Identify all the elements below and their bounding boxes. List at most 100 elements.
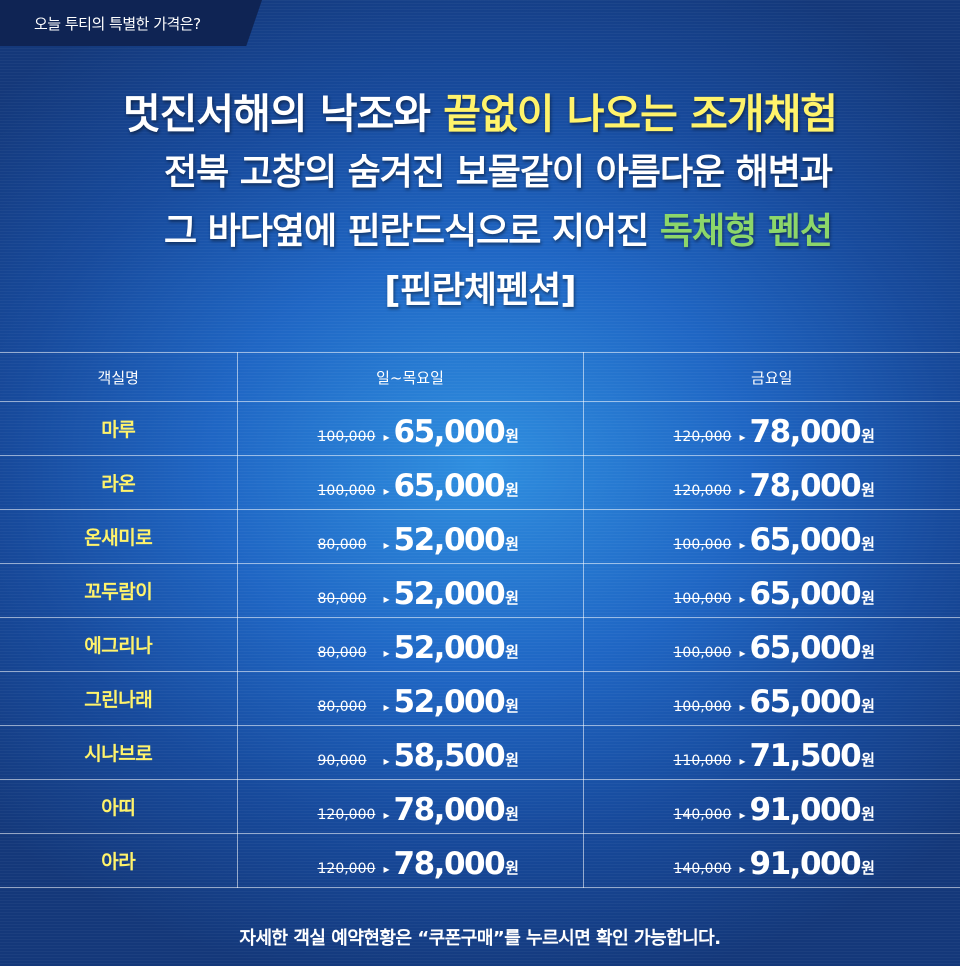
- pension-name: [핀란체펜션]: [384, 270, 577, 311]
- arrow-right-icon: ▸: [739, 538, 746, 552]
- weekday-price-cell: 100,000 ▸ 65,000 원: [237, 401, 584, 456]
- weekday-original-price: 100,000: [317, 483, 376, 499]
- friday-sale-price: 65,000: [749, 684, 862, 720]
- currency-unit: 원: [861, 643, 875, 661]
- arrow-right-icon: ▸: [739, 646, 746, 660]
- currency-unit: 원: [861, 427, 875, 445]
- arrow-right-icon: ▸: [383, 484, 390, 498]
- header-weekday: 일~목요일: [237, 352, 584, 402]
- room-cell: 그린나래: [0, 671, 238, 726]
- friday-price-cell: 140,000 ▸ 91,000 원: [583, 833, 960, 888]
- friday-original-price: 100,000: [673, 591, 732, 607]
- weekday-price-cell: 120,000 ▸ 78,000 원: [237, 833, 584, 888]
- weekday-sale-price: 52,000: [393, 630, 506, 666]
- arrow-right-icon: ▸: [739, 592, 746, 606]
- arrow-right-icon: ▸: [739, 862, 746, 876]
- friday-price-group: 140,000 ▸ 91,000 원: [584, 834, 960, 887]
- arrow-right-icon: ▸: [383, 700, 390, 714]
- friday-price-cell: 120,000 ▸ 78,000 원: [583, 401, 960, 456]
- weekday-sale-price: 65,000: [393, 468, 506, 504]
- weekday-sale-price: 52,000: [393, 684, 506, 720]
- table-row: 라온 100,000 ▸ 65,000 원 120,000 ▸ 78,000 원: [0, 455, 960, 510]
- weekday-price-group: 80,000 ▸ 52,000 원: [238, 618, 583, 671]
- price-table-body: 마루 100,000 ▸ 65,000 원 120,000 ▸ 78,000 원 라온 100,00…: [0, 401, 960, 888]
- friday-original-price: 110,000: [673, 753, 732, 769]
- friday-original-price: 140,000: [673, 807, 732, 823]
- weekday-original-price: 90,000: [317, 753, 367, 769]
- weekday-price-group: 120,000 ▸ 78,000 원: [238, 834, 583, 887]
- headline-line-3-white: 그 바다옆에 핀란드식으로 지어진: [164, 211, 660, 252]
- arrow-right-icon: ▸: [739, 754, 746, 768]
- weekday-price-group: 100,000 ▸ 65,000 원: [238, 402, 583, 455]
- arrow-right-icon: ▸: [383, 808, 390, 822]
- arrow-right-icon: ▸: [739, 484, 746, 498]
- friday-price-cell: 100,000 ▸ 65,000 원: [583, 671, 960, 726]
- arrow-right-icon: ▸: [739, 700, 746, 714]
- friday-price-group: 100,000 ▸ 65,000 원: [584, 672, 960, 725]
- room-name: 그린나래: [84, 689, 153, 711]
- top-tab-label: 오늘 투티의 특별한 가격은?: [34, 15, 201, 33]
- arrow-right-icon: ▸: [383, 646, 390, 660]
- weekday-sale-price: 58,500: [393, 738, 506, 774]
- weekday-price-group: 100,000 ▸ 65,000 원: [238, 456, 583, 509]
- price-table: 객실명 일~목요일 금요일 마루 100,000 ▸ 65,000 원 120,000 ▸ 7…: [0, 352, 960, 888]
- friday-price-group: 120,000 ▸ 78,000 원: [584, 456, 960, 509]
- friday-price-cell: 100,000 ▸ 65,000 원: [583, 509, 960, 564]
- arrow-right-icon: ▸: [739, 430, 746, 444]
- weekday-original-price: 80,000: [317, 537, 367, 553]
- currency-unit: 원: [505, 805, 519, 823]
- header-room-name: 객실명: [0, 352, 238, 402]
- weekday-original-price: 120,000: [317, 861, 376, 877]
- friday-price-group: 100,000 ▸ 65,000 원: [584, 618, 960, 671]
- arrow-right-icon: ▸: [739, 808, 746, 822]
- room-cell: 꼬두람이: [0, 563, 238, 618]
- arrow-right-icon: ▸: [383, 862, 390, 876]
- currency-unit: 원: [861, 481, 875, 499]
- friday-original-price: 120,000: [673, 483, 732, 499]
- room-name: 시나브로: [84, 743, 153, 765]
- currency-unit: 원: [505, 859, 519, 877]
- currency-unit: 원: [505, 751, 519, 769]
- room-cell: 아라: [0, 833, 238, 888]
- table-row: 시나브로 90,000 ▸ 58,500 원 110,000 ▸ 71,500 원: [0, 725, 960, 780]
- room-name: 온새미로: [84, 527, 153, 549]
- friday-sale-price: 65,000: [749, 630, 862, 666]
- currency-unit: 원: [861, 697, 875, 715]
- friday-price-cell: 120,000 ▸ 78,000 원: [583, 455, 960, 510]
- weekday-price-group: 90,000 ▸ 58,500 원: [238, 726, 583, 779]
- friday-price-cell: 100,000 ▸ 65,000 원: [583, 617, 960, 672]
- table-row: 에그리나 80,000 ▸ 52,000 원 100,000 ▸ 65,000 원: [0, 617, 960, 672]
- currency-unit: 원: [861, 535, 875, 553]
- currency-unit: 원: [505, 697, 519, 715]
- weekday-original-price: 80,000: [317, 591, 367, 607]
- weekday-price-group: 80,000 ▸ 52,000 원: [238, 510, 583, 563]
- headline-line-1-highlight: 끝없이 나오는 조개채험: [443, 90, 838, 138]
- room-cell: 마루: [0, 401, 238, 456]
- weekday-original-price: 100,000: [317, 429, 376, 445]
- room-cell: 아띠: [0, 779, 238, 834]
- friday-price-group: 120,000 ▸ 78,000 원: [584, 402, 960, 455]
- weekday-price-group: 120,000 ▸ 78,000 원: [238, 780, 583, 833]
- friday-price-group: 140,000 ▸ 91,000 원: [584, 780, 960, 833]
- friday-sale-price: 65,000: [749, 576, 862, 612]
- currency-unit: 원: [505, 535, 519, 553]
- room-cell: 라온: [0, 455, 238, 510]
- currency-unit: 원: [861, 859, 875, 877]
- friday-sale-price: 71,500: [749, 738, 862, 774]
- arrow-right-icon: ▸: [383, 538, 390, 552]
- weekday-price-cell: 80,000 ▸ 52,000 원: [237, 509, 584, 564]
- room-name: 꼬두람이: [84, 581, 153, 603]
- table-row: 마루 100,000 ▸ 65,000 원 120,000 ▸ 78,000 원: [0, 401, 960, 456]
- friday-price-cell: 110,000 ▸ 71,500 원: [583, 725, 960, 780]
- headline-line-3: 그 바다옆에 핀란드식으로 지어진 독채형 펜션: [0, 202, 960, 262]
- header-friday: 금요일: [583, 352, 960, 402]
- currency-unit: 원: [505, 643, 519, 661]
- currency-unit: 원: [505, 589, 519, 607]
- table-row: 아라 120,000 ▸ 78,000 원 140,000 ▸ 91,000 원: [0, 833, 960, 888]
- weekday-price-group: 80,000 ▸ 52,000 원: [238, 672, 583, 725]
- friday-sale-price: 91,000: [749, 846, 862, 882]
- room-name: 아띠: [101, 797, 136, 819]
- friday-price-group: 100,000 ▸ 65,000 원: [584, 564, 960, 617]
- hero-headline: 멋진서해의 낙조와 끝없이 나오는 조개채험 전북 고창의 숨겨진 보물같이 아…: [0, 84, 960, 320]
- friday-sale-price: 78,000: [749, 468, 862, 504]
